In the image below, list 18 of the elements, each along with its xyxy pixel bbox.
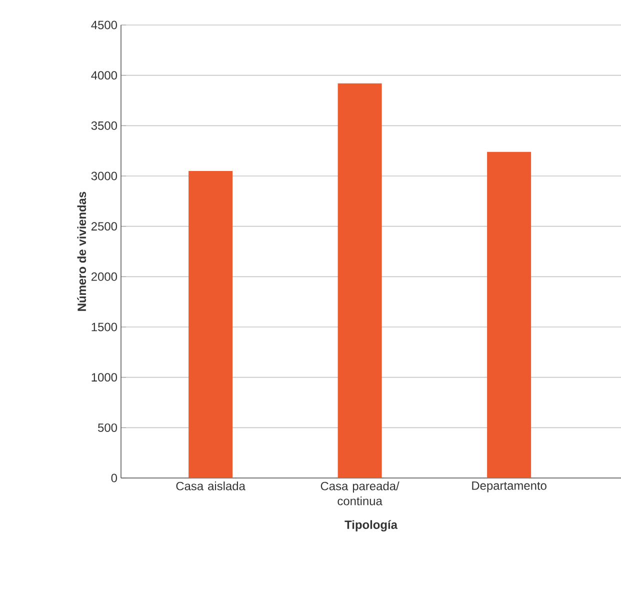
y-tick-label: 3500 xyxy=(91,121,118,130)
y-tick-label: 2500 xyxy=(91,222,118,231)
x-tick-label: Casa pareada/ continua xyxy=(320,482,400,506)
x-axis-title: Tipología xyxy=(344,520,398,532)
x-tick-label: Casa aislada xyxy=(176,482,246,490)
y-tick-label: 1500 xyxy=(92,322,118,332)
y-tick-label: 4500 xyxy=(91,20,118,30)
y-tick-label: 3000 xyxy=(91,172,118,180)
bar xyxy=(188,170,233,478)
y-tick-label: 2000 xyxy=(91,272,118,281)
y-axis-title: Número de viviendas xyxy=(77,192,86,311)
bar xyxy=(338,83,382,478)
y-tick-label: 500 xyxy=(98,423,118,432)
y-tick-label: 4000 xyxy=(91,71,118,80)
bar xyxy=(487,152,532,478)
y-tick-label: 1000 xyxy=(92,373,118,382)
y-tick-label: 0 xyxy=(111,474,118,482)
x-tick-label: Departamento xyxy=(472,482,546,492)
